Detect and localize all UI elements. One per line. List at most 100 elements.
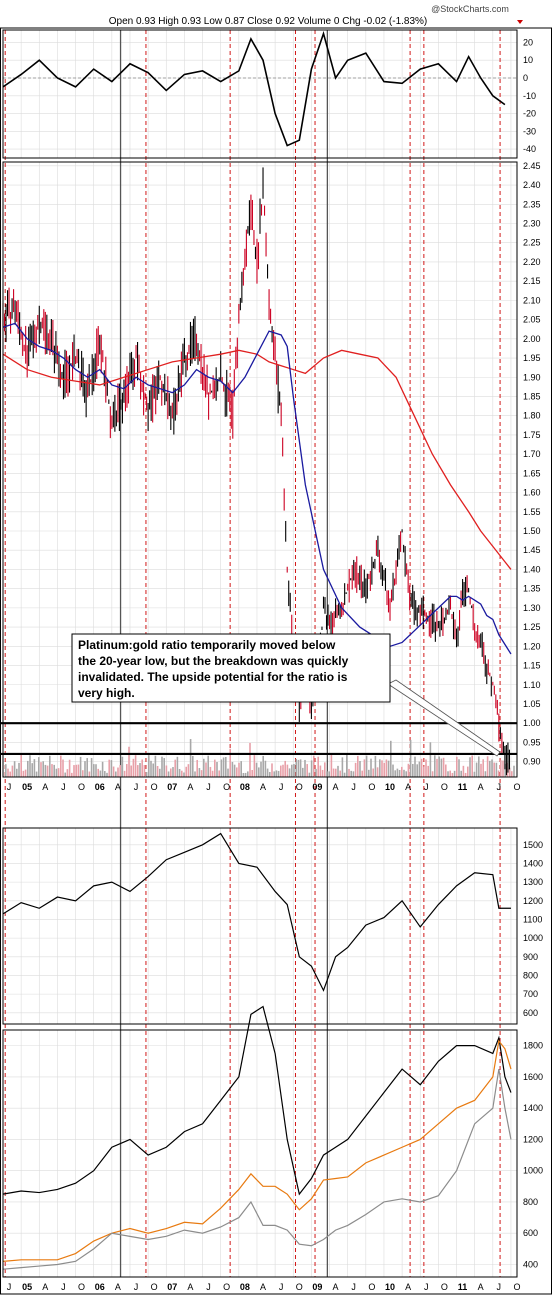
volume-bar: [383, 762, 385, 777]
price-series-black-line: [2, 1005, 512, 1196]
volume-bar: [159, 768, 161, 777]
ratio-tick-label: 1.85: [523, 391, 541, 401]
volume-bar: [231, 761, 234, 777]
price-tick-label: 600: [523, 1228, 538, 1238]
volume-bar: [460, 770, 462, 777]
ratio-tick-label: 1.60: [523, 488, 541, 498]
volume-bar: [346, 755, 348, 777]
volume-bar: [471, 755, 473, 777]
x-axis-label: 06: [95, 1282, 105, 1292]
volume-bar: [429, 742, 432, 777]
x-axis-label: O: [223, 1282, 230, 1292]
volume-bar: [343, 772, 346, 777]
volume-bar: [134, 755, 137, 777]
volume-bar: [392, 764, 394, 777]
x-axis-label: A: [478, 782, 484, 792]
x-axis-label: 09: [312, 782, 322, 792]
quote-line: Open 0.93 High 0.93 Low 0.87 Close 0.92 …: [109, 16, 428, 27]
volume-bar: [332, 768, 335, 777]
volume-bar: [412, 763, 414, 777]
volume-bar: [145, 772, 148, 777]
x-axis-label: J: [424, 1282, 429, 1292]
annotation-line-3: invalidated. The upside potential for th…: [78, 670, 348, 684]
momentum-tick-label: -20: [523, 109, 536, 119]
volume-bar: [260, 761, 262, 777]
volume-bar: [126, 764, 128, 777]
volume-bar: [82, 770, 84, 777]
volume-bar: [286, 764, 289, 777]
volume-bar: [253, 755, 256, 777]
ratio-tick-label: 1.50: [523, 526, 541, 536]
volume-bar: [271, 763, 273, 777]
ratio-tick-label: 1.15: [523, 661, 541, 671]
x-axis-label: A: [405, 782, 411, 792]
volume-bar: [467, 766, 469, 777]
volume-bar: [132, 758, 135, 777]
volume-bar: [451, 772, 454, 777]
x-axis-label: J: [279, 1282, 284, 1292]
volume-bar: [95, 764, 97, 777]
index-tick-label: 1100: [523, 914, 542, 924]
volume-bar: [321, 769, 324, 777]
x-axis-label: A: [478, 1282, 484, 1292]
ratio-tick-label: 2.10: [523, 295, 541, 305]
price-tick-label: 1000: [523, 1166, 543, 1176]
volume-bar: [84, 761, 86, 777]
volume-bar: [18, 762, 20, 777]
volume-bar: [513, 765, 515, 777]
volume-bar: [493, 762, 495, 777]
momentum-tick-label: -10: [523, 91, 536, 101]
x-axis-label: A: [405, 1282, 411, 1292]
volume-bar: [370, 758, 372, 777]
index-tick-label: 600: [523, 1008, 538, 1018]
volume-bar: [352, 771, 355, 777]
volume-bar: [139, 763, 141, 777]
volume-bar: [79, 756, 82, 777]
volume-bar: [308, 772, 311, 777]
volume-bar: [277, 770, 280, 777]
index-tick-label: 1000: [523, 933, 543, 943]
x-axis-label: 06: [95, 782, 105, 792]
volume-bar: [282, 764, 284, 777]
x-axis-label: J: [7, 782, 12, 792]
x-axis-label: 10: [385, 1282, 395, 1292]
volume-bar: [123, 770, 126, 777]
momentum-tick-label: 0: [523, 73, 528, 83]
volume-bar: [192, 755, 194, 777]
volume-bar: [227, 768, 229, 777]
volume-bar: [205, 762, 207, 777]
volume-bar: [238, 762, 240, 777]
volume-bar: [299, 759, 302, 777]
volume-bar: [46, 765, 49, 777]
volume-bar: [172, 767, 174, 777]
ratio-tick-label: 1.45: [523, 545, 541, 555]
volume-bar: [53, 764, 55, 777]
volume-bar: [174, 759, 176, 777]
volume-bar: [99, 770, 102, 777]
volume-bar: [73, 765, 75, 777]
index-tick-label: 1200: [523, 896, 543, 906]
volume-bar: [117, 767, 119, 777]
ratio-tick-label: 2.20: [523, 257, 541, 267]
volume-bar: [31, 763, 33, 777]
volume-bar: [112, 766, 115, 777]
volume-bar: [341, 757, 344, 777]
volume-bar: [154, 755, 157, 777]
moving-average-50: [2, 322, 512, 655]
index-tick-label: 700: [523, 989, 538, 999]
ratio-tick-label: 1.70: [523, 449, 541, 459]
volume-bar: [288, 768, 291, 777]
price-series-gray-line: [2, 1068, 512, 1270]
ratio-tick-label: 1.65: [523, 468, 541, 478]
x-axis-label: A: [333, 782, 339, 792]
volume-bar: [348, 768, 350, 777]
panel-frame: [2, 29, 518, 159]
x-axis-label: J: [61, 782, 66, 792]
volume-bar: [414, 756, 416, 777]
volume-bar: [148, 755, 150, 777]
volume-bar: [176, 756, 179, 777]
volume-bar: [150, 760, 152, 777]
volume-bar: [143, 765, 146, 777]
